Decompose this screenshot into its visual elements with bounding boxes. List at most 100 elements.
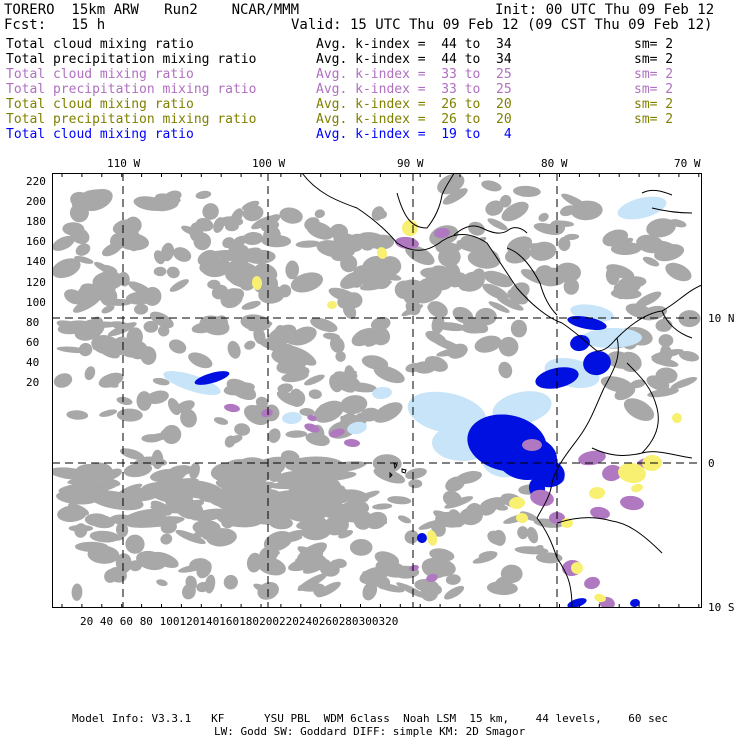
legend-smoothing: sm= 2 bbox=[634, 37, 674, 52]
cloud-gray-patch bbox=[501, 201, 529, 222]
cloud-gray-patch bbox=[338, 370, 357, 380]
y-tick-label: 100 bbox=[26, 295, 46, 309]
cloud-gray-patch bbox=[413, 361, 436, 374]
cloud-gray-patch bbox=[517, 526, 529, 540]
coastline bbox=[626, 362, 659, 454]
yellow-patch bbox=[251, 276, 263, 290]
cloud-gray-patch bbox=[299, 487, 354, 508]
cloud-gray-patch bbox=[304, 374, 325, 386]
cloud-gray-patch bbox=[57, 505, 88, 523]
cloud-gray-patch bbox=[295, 558, 316, 568]
cloud-gray-patch bbox=[414, 578, 439, 592]
cloud-gray-patch bbox=[258, 285, 285, 304]
cloud-gray-patch bbox=[71, 583, 83, 601]
legend-k-index: Avg. k-index = 44 to 34 bbox=[316, 52, 512, 67]
cloud-gray-patch bbox=[66, 410, 89, 420]
light-blue-patch bbox=[372, 386, 392, 400]
legend-field: Total cloud mixing ratio bbox=[6, 97, 194, 112]
coastline bbox=[389, 471, 393, 479]
cloud-gray-patch bbox=[558, 236, 571, 252]
cloud-gray-patch bbox=[340, 395, 368, 415]
map-panel bbox=[49, 172, 703, 610]
cloud-gray-patch bbox=[107, 322, 137, 337]
yellow-patch bbox=[426, 530, 438, 546]
cloud-gray-patch bbox=[125, 534, 145, 554]
deep-blue-patch bbox=[417, 533, 427, 543]
y-tick-label: 140 bbox=[26, 255, 46, 269]
cloud-gray-patch bbox=[669, 219, 687, 228]
yellow-patch bbox=[631, 483, 643, 493]
cloud-gray-patch bbox=[152, 377, 170, 386]
cloud-gray-patch bbox=[480, 497, 507, 511]
cloud-gray-patch bbox=[271, 347, 301, 365]
legend-k-index: Avg. k-index = 19 to 4 bbox=[316, 127, 512, 142]
longitude-label: 110 W bbox=[107, 157, 141, 170]
cloud-gray-patch bbox=[538, 212, 549, 222]
cloud-gray-patch bbox=[84, 366, 96, 381]
cloud-gray-patch bbox=[444, 234, 457, 242]
cloud-gray-patch bbox=[115, 232, 150, 251]
cloud-gray-patch bbox=[660, 344, 673, 362]
cloud-gray-patch bbox=[53, 373, 73, 388]
cloud-gray-patch bbox=[361, 355, 389, 370]
weather-map bbox=[49, 172, 703, 610]
cloud-gray-patch bbox=[162, 424, 182, 445]
legend-field: Total cloud mixing ratio bbox=[6, 127, 194, 142]
deep-blue-patch bbox=[194, 371, 230, 385]
purple-patch bbox=[620, 495, 644, 511]
purple-patch bbox=[307, 414, 317, 422]
cloud-gray-patch bbox=[337, 233, 365, 254]
cloud-gray-patch bbox=[375, 271, 402, 281]
cloud-gray-patch bbox=[188, 352, 213, 369]
purple-patch bbox=[522, 439, 542, 451]
legend-smoothing: sm= 2 bbox=[634, 97, 674, 112]
cloud-gray-patch bbox=[277, 383, 293, 393]
cloud-gray-patch bbox=[449, 509, 460, 518]
cloud-gray-patch bbox=[527, 526, 539, 544]
x-tick-label: 200 bbox=[259, 615, 279, 628]
cloud-gray-patch bbox=[435, 322, 467, 332]
cloud-gray-patch bbox=[462, 316, 489, 334]
init-time: Init: 00 UTC Thu 09 Feb 12 bbox=[495, 2, 715, 18]
cloud-gray-patch bbox=[240, 252, 253, 261]
cloud-gray-patch bbox=[481, 180, 502, 192]
cloud-gray-patch bbox=[246, 552, 262, 573]
cloud-gray-patch bbox=[69, 203, 89, 223]
cloud-gray-patch bbox=[328, 287, 360, 303]
yellow-patch bbox=[571, 562, 583, 574]
cloud-gray-patch bbox=[312, 471, 357, 482]
cloud-gray-patch bbox=[600, 376, 634, 393]
cloud-gray-patch bbox=[256, 556, 286, 576]
cloud-gray-patch bbox=[94, 261, 110, 272]
forecast-hour: Fcst: 15 h bbox=[4, 17, 106, 33]
cloud-gray-patch bbox=[242, 231, 264, 246]
cloud-gray-patch bbox=[295, 240, 321, 248]
x-tick-label: 20 bbox=[80, 615, 94, 628]
latitude-label: 10 N bbox=[708, 312, 735, 325]
cloud-gray-patch bbox=[456, 239, 486, 253]
cloud-gray-patch bbox=[647, 388, 679, 398]
cloud-gray-patch bbox=[610, 242, 642, 256]
cloud-gray-patch bbox=[670, 376, 698, 390]
cloud-gray-patch bbox=[159, 196, 181, 205]
cloud-gray-patch bbox=[255, 396, 269, 408]
cloud-gray-patch bbox=[369, 325, 391, 346]
cloud-gray-patch bbox=[510, 319, 528, 338]
yellow-patch bbox=[509, 496, 525, 510]
legend-field: Total precipitation mixing ratio bbox=[6, 82, 257, 97]
cloud-gray-patch bbox=[253, 327, 266, 345]
cloud-gray-patch bbox=[318, 404, 331, 419]
cloud-gray-patch bbox=[340, 500, 370, 518]
cloud-gray-patch bbox=[126, 327, 143, 348]
deep-blue-patch bbox=[630, 598, 640, 608]
cloud-gray-patch bbox=[118, 271, 130, 287]
y-tick-label: 20 bbox=[26, 376, 40, 389]
x-tick-label: 60 bbox=[119, 615, 134, 628]
cloud-gray-patch bbox=[153, 266, 167, 277]
cloud-gray-patch bbox=[160, 533, 173, 545]
cloud-gray-patch bbox=[51, 258, 81, 279]
cloud-gray-patch bbox=[84, 513, 110, 527]
cloud-gray-patch bbox=[400, 281, 434, 301]
y-tick-label: 60 bbox=[26, 335, 40, 349]
purple-patch bbox=[602, 464, 622, 482]
